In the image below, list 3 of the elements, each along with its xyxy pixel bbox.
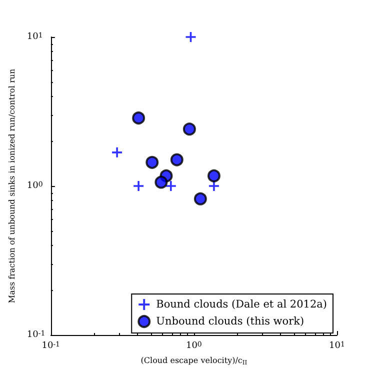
legend-label: Bound clouds (Dale et al 2012a) [156, 298, 328, 310]
legend-label: Unbound clouds (this work) [156, 316, 304, 328]
y-axis-title: Mass fraction of unbound sinks in ionized run/control run [8, 68, 16, 304]
